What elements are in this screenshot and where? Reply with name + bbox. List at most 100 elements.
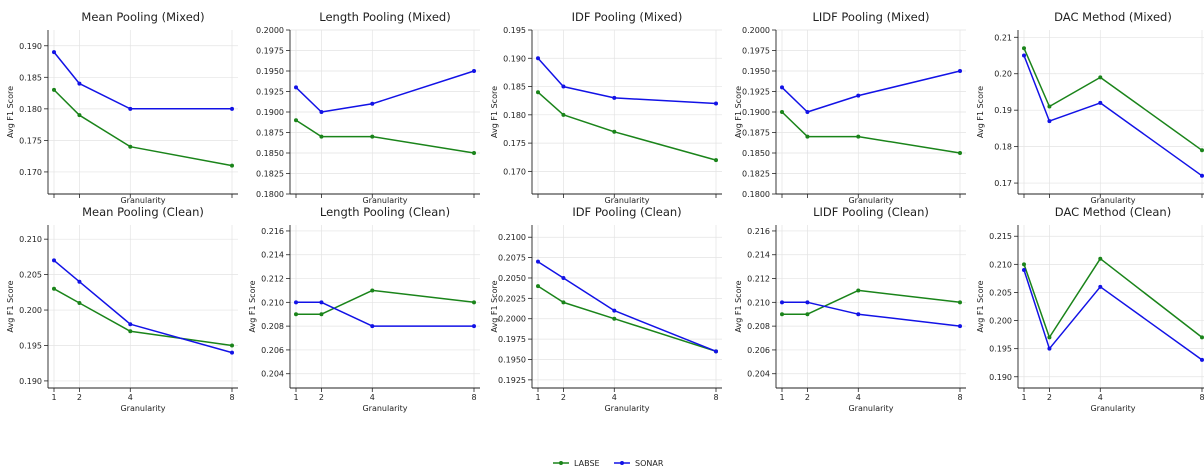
x-tick-label: 1 xyxy=(51,393,56,402)
panel-title: LIDF Pooling (Clean) xyxy=(813,205,929,219)
y-tick-label: 0.205 xyxy=(989,288,1012,297)
y-tick-label: 0.206 xyxy=(261,346,284,355)
legend-label: LABSE xyxy=(574,459,600,468)
x-axis-title: Granularity xyxy=(362,404,407,413)
y-tick-label: 0.214 xyxy=(261,251,284,260)
series-line-sonar xyxy=(1023,269,1203,361)
y-tick-label: 0.2000 xyxy=(256,26,284,35)
data-point-sonar xyxy=(128,106,133,111)
data-point-labse xyxy=(780,110,784,114)
panel-title: DAC Method (Clean) xyxy=(1055,205,1171,219)
chart-panel: 0.204 0.206 0.208 0.210 0.212 0.214 0.216 1 2 4 8 L… xyxy=(734,205,966,413)
x-axis-title: Granularity xyxy=(604,196,649,205)
data-point-labse xyxy=(319,312,324,317)
data-point-labse xyxy=(958,151,962,155)
y-tick-label: 0.212 xyxy=(747,275,770,284)
data-point-sonar xyxy=(1098,284,1103,289)
data-point-sonar xyxy=(52,258,56,263)
series-line-sonar xyxy=(295,70,475,113)
data-point-sonar xyxy=(536,259,540,264)
y-tick-label: 0.1950 xyxy=(742,67,770,76)
y-tick-label: 0.185 xyxy=(19,73,42,82)
x-tick-label: 4 xyxy=(370,393,375,402)
data-point-sonar xyxy=(77,279,82,284)
y-tick-label: 0.210 xyxy=(747,298,770,307)
data-point-labse xyxy=(561,112,566,117)
data-point-sonar xyxy=(1022,267,1026,272)
chart-panel: 0.1800 0.1825 0.1850 0.1875 0.1900 0.1925 0.19… xyxy=(734,10,966,205)
x-tick-label: 8 xyxy=(713,393,718,402)
data-point-sonar xyxy=(1098,100,1103,105)
y-tick-label: 0.1900 xyxy=(256,108,284,117)
y-tick-label: 0.210 xyxy=(19,235,42,244)
data-point-labse xyxy=(536,90,540,95)
data-point-labse xyxy=(1022,46,1026,51)
data-point-sonar xyxy=(958,69,962,73)
data-point-sonar xyxy=(856,93,861,98)
x-tick-label: 2 xyxy=(805,393,810,402)
x-tick-label: 8 xyxy=(229,393,234,402)
data-point-labse xyxy=(370,134,375,139)
y-tick-label: 0.190 xyxy=(19,42,42,51)
y-tick-label: 0.216 xyxy=(261,227,284,236)
data-point-labse xyxy=(612,316,617,321)
data-point-sonar xyxy=(714,349,718,354)
data-point-sonar xyxy=(1200,173,1204,178)
panel-title: IDF Pooling (Mixed) xyxy=(572,10,683,24)
y-tick-label: 0.180 xyxy=(19,105,42,114)
data-point-sonar xyxy=(294,85,298,90)
y-tick-label: 0.190 xyxy=(503,54,526,63)
y-tick-label: 0.206 xyxy=(747,346,770,355)
chart-panel: 0.170 0.175 0.180 0.185 0.190 Mean Pooling (M… xyxy=(6,10,238,205)
data-point-labse xyxy=(128,329,133,334)
legend-swatch-marker xyxy=(620,461,624,465)
data-point-sonar xyxy=(958,324,962,329)
y-tick-label: 0.208 xyxy=(747,322,770,331)
y-tick-label: 0.180 xyxy=(503,111,526,120)
y-tick-label: 0.212 xyxy=(261,275,284,284)
data-point-sonar xyxy=(1047,119,1052,124)
data-point-labse xyxy=(294,312,298,317)
y-tick-label: 0.1825 xyxy=(256,170,284,179)
panel-title: LIDF Pooling (Mixed) xyxy=(812,10,929,24)
data-point-sonar xyxy=(856,312,861,317)
data-point-labse xyxy=(294,118,298,123)
y-tick-label: 0.170 xyxy=(503,167,526,176)
data-point-labse xyxy=(805,312,810,317)
data-point-labse xyxy=(958,300,962,305)
data-point-labse xyxy=(561,300,566,305)
series-line-labse xyxy=(296,289,475,315)
y-tick-label: 0.210 xyxy=(989,260,1012,269)
chart-panel: 0.204 0.206 0.208 0.210 0.212 0.214 0.216 1 2 4 8 L… xyxy=(248,205,480,413)
y-tick-label: 0.175 xyxy=(19,136,42,145)
data-point-labse xyxy=(1022,262,1026,267)
x-tick-label: 8 xyxy=(471,393,476,402)
x-axis-title: Granularity xyxy=(848,404,893,413)
x-tick-label: 4 xyxy=(856,393,861,402)
panel-title: Mean Pooling (Clean) xyxy=(82,205,204,219)
data-point-sonar xyxy=(472,69,476,73)
series-line-labse xyxy=(53,89,233,167)
y-tick-label: 0.1925 xyxy=(742,88,770,97)
x-axis-title: Granularity xyxy=(1090,404,1135,413)
series-line-sonar xyxy=(53,259,233,354)
chart-panel: 0.190 0.195 0.200 0.205 0.210 1 2 4 8 Mean Poolin… xyxy=(6,205,238,413)
legend: LABSE SONAR xyxy=(553,459,664,468)
y-tick-label: 0.1800 xyxy=(742,190,770,199)
data-point-labse xyxy=(472,300,476,305)
data-point-sonar xyxy=(612,95,617,100)
series-line-labse xyxy=(295,119,475,154)
data-point-sonar xyxy=(230,106,234,111)
y-tick-label: 0.170 xyxy=(19,168,42,177)
data-point-labse xyxy=(780,312,784,317)
y-tick-label: 0.1850 xyxy=(256,149,284,158)
series-line-labse xyxy=(537,91,717,161)
data-point-sonar xyxy=(319,110,324,114)
y-tick-label: 0.2100 xyxy=(498,233,526,242)
x-tick-label: 2 xyxy=(77,393,82,402)
y-axis-title: Avg F1 Score xyxy=(490,280,499,332)
y-tick-label: 0.1925 xyxy=(256,88,284,97)
data-point-labse xyxy=(230,163,234,168)
x-tick-label: 1 xyxy=(779,393,784,402)
data-point-sonar xyxy=(1200,357,1204,362)
